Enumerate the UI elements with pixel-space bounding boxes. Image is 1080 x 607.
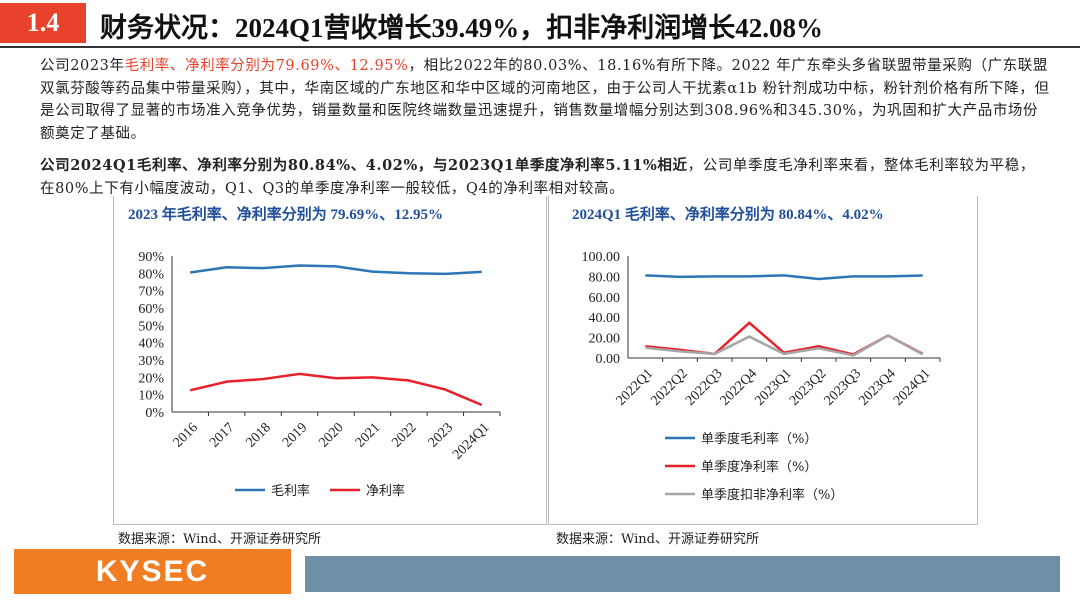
y-tick-label: 70%	[138, 285, 164, 300]
y-tick-label: 40%	[138, 337, 164, 352]
section-number: 1.4	[0, 3, 86, 43]
title-bar: 1.4 财务状况：2024Q1营收增长39.49%，扣非净利润增长42.08%	[0, 0, 1080, 46]
text: 公司2023年	[40, 58, 125, 74]
x-tick-label: 2017	[207, 420, 237, 450]
y-tick-label: 60%	[138, 302, 164, 317]
y-tick-label: 0.00	[596, 352, 621, 367]
x-tick-label: 2022Q3	[683, 366, 726, 409]
paragraph-2024q1: 公司2024Q1毛利率、净利率分别为80.84%、4.02%，与2023Q1单季…	[40, 155, 1050, 200]
y-tick-label: 50%	[138, 319, 164, 334]
series-line-0	[190, 264, 482, 276]
paragraph-2023: 公司2023年毛利率、净利率分别为79.69%、12.95%，相比2022年的8…	[40, 55, 1050, 145]
y-tick-label: 40.00	[589, 311, 621, 326]
y-tick-label: 80%	[138, 267, 164, 282]
x-tick-label: 2019	[280, 420, 310, 450]
highlight-text: 毛利率、净利率分别为79.69%、12.95%	[124, 58, 409, 74]
y-tick-label: 60.00	[589, 291, 621, 306]
x-tick-label: 2024Q1	[891, 366, 934, 409]
x-tick-label: 2023	[426, 420, 456, 450]
page-title: 财务状况：2024Q1营收增长39.49%，扣非净利润增长42.08%	[100, 13, 824, 43]
y-tick-label: 80.00	[589, 270, 621, 285]
x-tick-label: 2023Q1	[752, 366, 795, 409]
y-tick-label: 100.00	[582, 250, 621, 265]
x-tick-label: 2016	[171, 420, 201, 450]
x-tick-label: 2022	[389, 420, 419, 450]
y-tick-label: 90%	[138, 250, 164, 265]
legend-label: 毛利率	[271, 483, 310, 499]
y-tick-label: 0%	[145, 406, 164, 421]
chart-title-quarterly: 2024Q1 毛利率、净利率分别为 80.84%、4.02%	[572, 207, 884, 223]
x-tick-label: 2022Q4	[718, 366, 761, 409]
y-tick-label: 30%	[138, 354, 164, 369]
text: ，相比2022年的80.03%、18.16%有所下降。2022 年广东牵头多省联…	[40, 58, 1050, 142]
legend-label: 净利率	[366, 483, 405, 499]
legend-label: 单季度毛利率（%）	[701, 431, 817, 447]
y-tick-label: 20%	[138, 371, 164, 386]
chart-title-annual: 2023 年毛利率、净利率分别为 79.69%、12.95%	[128, 207, 444, 223]
y-tick-label: 10%	[138, 389, 164, 404]
x-tick-label: 2022Q2	[648, 366, 691, 409]
x-tick-label: 2023Q4	[856, 366, 899, 409]
x-tick-label: 2023Q3	[822, 366, 865, 409]
legend-label: 单季度净利率（%）	[701, 459, 817, 475]
x-tick-label: 2020	[316, 420, 346, 450]
kysec-logo: KYSEC	[14, 549, 291, 594]
x-tick-label: 2022Q1	[614, 366, 657, 409]
x-tick-label: 2023Q2	[787, 366, 830, 409]
y-tick-label: 20.00	[589, 332, 621, 347]
footer-bar	[305, 556, 1060, 592]
source-note-quarterly: 数据来源：Wind、开源证券研究所	[556, 532, 759, 547]
text: ，公司单季度毛净利率来看，整体毛利率较为平稳，在80%上下有小幅度波动，Q1、Q…	[40, 158, 1035, 197]
series-line-1	[189, 372, 483, 407]
bold-text: 公司2024Q1毛利率、净利率分别为80.84%、4.02%，与2023Q1单季…	[40, 157, 688, 174]
legend-label: 单季度扣非净利率（%）	[701, 487, 843, 503]
chart-box-annual	[113, 196, 547, 525]
x-tick-label: 2024Q1	[450, 420, 493, 463]
series-line-0	[645, 274, 923, 281]
chart-box-quarterly	[548, 196, 978, 525]
x-tick-label: 2021	[353, 420, 383, 450]
source-note-annual: 数据来源：Wind、开源证券研究所	[118, 532, 321, 547]
title-divider	[0, 46, 1080, 48]
x-tick-label: 2018	[244, 420, 274, 450]
